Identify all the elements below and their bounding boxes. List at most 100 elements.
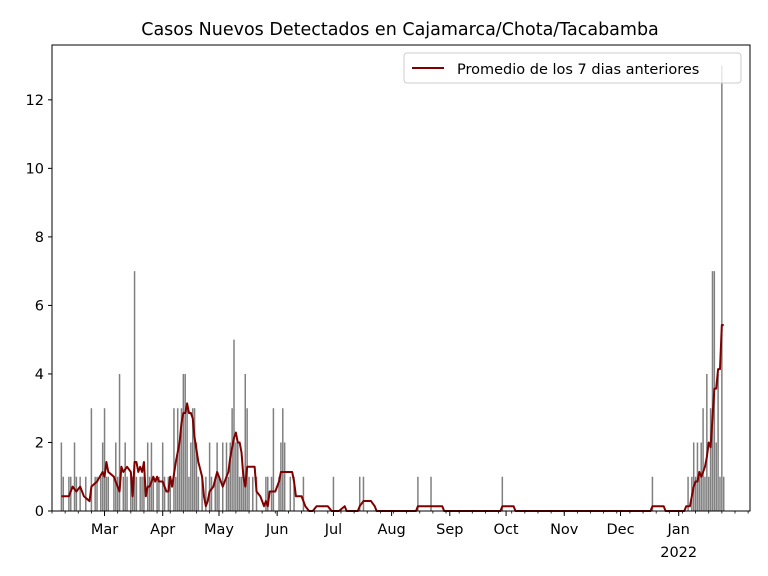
bar	[146, 442, 149, 511]
bar	[709, 408, 712, 511]
bar	[156, 476, 158, 511]
legend-entry-label: Promedio de los 7 dias anteriores	[457, 62, 699, 78]
bar	[235, 442, 237, 511]
chart-title: Casos Nuevos Detectados en Cajamarca/Cho…	[141, 20, 659, 40]
y-tick-label: 6	[35, 298, 44, 314]
bar	[722, 476, 725, 511]
bar	[193, 408, 196, 511]
bar	[430, 476, 432, 511]
bar	[229, 442, 231, 511]
x-tick-label: Dec	[607, 522, 635, 538]
bar	[715, 442, 717, 511]
bar	[107, 476, 110, 511]
bar	[231, 408, 233, 511]
bar	[240, 476, 243, 511]
bar	[182, 373, 185, 511]
bar	[214, 476, 216, 511]
y-tick-label: 10	[26, 161, 44, 177]
bar	[141, 476, 143, 511]
bar	[100, 476, 102, 511]
bar	[692, 442, 695, 511]
x-tick-label: Jul	[324, 522, 343, 538]
bar	[90, 408, 93, 511]
bar	[698, 476, 701, 511]
bar	[293, 476, 295, 511]
bar	[152, 476, 155, 511]
plot-frame	[51, 44, 751, 512]
legend: Promedio de los 7 dias anteriores	[403, 52, 742, 84]
bar	[73, 442, 76, 511]
bar	[278, 476, 280, 511]
legend-box	[403, 52, 742, 84]
bar	[139, 476, 141, 511]
bar	[267, 476, 269, 511]
bar	[242, 476, 245, 511]
bar	[252, 476, 254, 511]
bar	[180, 408, 183, 511]
bar	[133, 271, 136, 511]
bar	[115, 442, 117, 511]
bar	[711, 271, 714, 511]
bar	[205, 476, 207, 511]
bar	[143, 476, 145, 511]
bar	[704, 476, 706, 511]
bar	[289, 476, 292, 511]
bar	[103, 408, 106, 511]
x-tick-label: Aug	[377, 522, 405, 538]
bar	[362, 476, 365, 511]
bar	[195, 442, 198, 511]
bar	[702, 408, 704, 511]
bar	[158, 476, 160, 511]
bar	[122, 476, 125, 511]
bar	[719, 476, 721, 511]
bar	[282, 408, 284, 511]
bar	[237, 442, 239, 511]
bar	[167, 476, 170, 511]
bar	[216, 442, 218, 511]
x-tick-label: Oct	[494, 522, 519, 538]
bar	[707, 476, 710, 511]
bar	[717, 373, 719, 511]
y-tick-label: 2	[35, 435, 44, 451]
bar	[706, 373, 708, 511]
y-tick-label: 4	[35, 367, 44, 383]
x-tick-label: Nov	[550, 522, 579, 538]
bar	[191, 408, 194, 511]
bar	[62, 476, 65, 511]
x-tick-label: Jan	[667, 522, 690, 538]
bar	[150, 442, 153, 511]
bar	[283, 442, 286, 511]
bar	[85, 476, 87, 511]
bar	[248, 476, 250, 511]
bar	[169, 476, 171, 511]
bar	[79, 476, 81, 511]
bar	[687, 476, 689, 511]
bar	[721, 65, 723, 511]
bar	[501, 476, 504, 511]
bar	[233, 339, 235, 511]
bar	[135, 476, 138, 511]
bar	[197, 476, 200, 511]
bar	[332, 476, 335, 511]
x-tick-label: May	[204, 522, 234, 538]
bar	[244, 373, 247, 511]
bar	[694, 476, 697, 511]
bar	[270, 476, 273, 511]
bar	[75, 476, 78, 511]
bar	[173, 408, 175, 511]
bar	[218, 476, 220, 511]
bar	[96, 476, 98, 511]
bar	[265, 476, 267, 511]
x-tick-label: Jun	[265, 522, 289, 538]
bar	[238, 476, 241, 511]
bar	[94, 476, 96, 511]
bar	[302, 476, 305, 511]
y-tick-label: 8	[35, 230, 44, 246]
bar	[163, 476, 166, 511]
bar	[60, 442, 63, 511]
bar	[176, 408, 179, 511]
bar	[651, 476, 654, 511]
bar	[190, 442, 192, 511]
